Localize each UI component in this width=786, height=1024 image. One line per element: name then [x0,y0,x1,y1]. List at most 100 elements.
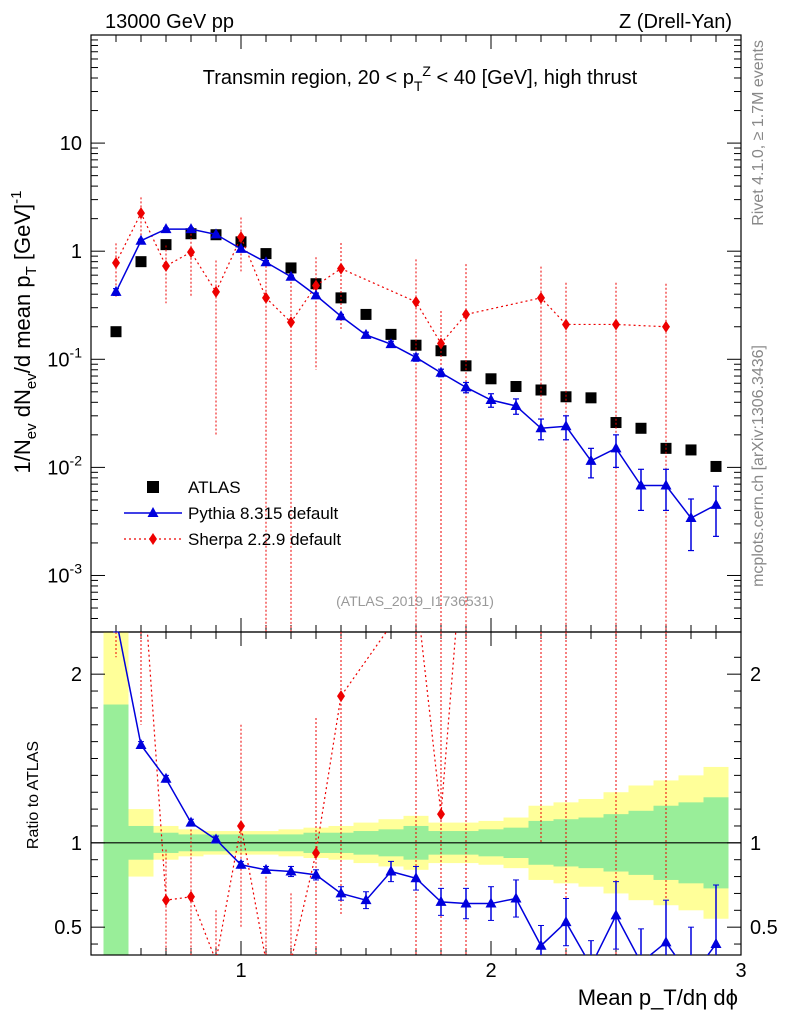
pythia-point [285,270,297,281]
y-tick-label: 10-1 [47,344,82,371]
atlas-point [135,256,147,268]
pythia-ratio-point [260,863,272,874]
sherpa-point [337,262,345,275]
pythia-point [460,381,472,392]
sherpa-point [112,256,120,269]
pythia-point [685,512,697,523]
x-tick-label: 3 [735,960,746,982]
pythia-ratio-point [335,887,347,898]
y-tick-label: 10-3 [47,560,82,587]
pythia-point [135,234,147,245]
pythia-ratio-point [385,865,397,876]
pythia-point [185,223,197,234]
pythia-point [535,422,547,433]
pythia-ratio-point [710,938,722,949]
pythia-point [510,399,522,410]
atlas-point [435,345,447,357]
ratio-tick-label-left: 1 [71,833,82,855]
energy-label: 13000 GeV pp [105,11,234,33]
atlas-point [110,326,122,338]
atlas-point [510,381,522,393]
sherpa-point [562,318,570,331]
y-tick-label: 1 [71,241,82,263]
sherpa-series-line [115,211,667,345]
chart-title: Transmin region, 20 < pTZ < 40 [GeV], hi… [203,63,638,94]
atlas-point [710,460,722,472]
pythia-point [210,228,222,239]
sherpa-point [262,291,270,304]
pythia-ratio-point [310,868,322,879]
ratio-tick-label-left: 2 [71,664,82,686]
atlas-point [485,373,497,385]
ratio-tick-label-right: 1 [750,833,761,855]
pythia-ratio-point [135,739,147,750]
pythia-ratio-point [410,872,422,883]
pythia-point [360,328,372,339]
y-tick-label: 10 [60,133,82,155]
pythia-point [410,351,422,362]
pythia-point [610,442,622,453]
sherpa-ratio-point [437,808,445,821]
pythia-ratio-point [210,833,222,844]
atlas-point [360,308,372,320]
pythia-point [260,256,272,267]
pythia-point [160,223,172,234]
pythia-point [635,479,647,490]
pythia-ratio-point [510,892,522,903]
y-axis-title: 1/Nev dNev/d mean pT [GeV]-1 [8,191,40,474]
pythia-ratio-point [360,894,372,905]
ratio-tick-label-right: 0.5 [750,917,778,939]
atlas-point [160,239,172,251]
uncertainty-band-inner [103,704,129,955]
ratio-panel: 1 2 30.5 0.51 12 2 [54,631,778,982]
sherpa-point [437,337,445,350]
pythia-point [310,289,322,300]
atlas-point [635,422,647,434]
legend-label: Sherpa 2.2.9 default [188,530,341,549]
sherpa-point [137,207,145,220]
analysis-label: (ATLAS_2019_I1736531) [336,593,494,609]
sherpa-point [662,320,670,333]
pythia-ratio-point [660,936,672,947]
atlas-point [585,392,597,404]
pythia-point [435,366,447,377]
atlas-point [335,292,347,304]
pythia-point [385,338,397,349]
legend-sherpa-marker [149,533,157,545]
legend: ATLAS Pythia 8.315 default Sherpa 2.2.9 de… [124,478,341,549]
pythia-point [660,479,672,490]
x-tick-label: 2 [485,960,496,982]
legend-pythia-marker [147,507,159,517]
atlas-point [385,328,397,340]
ratio-tick-label-left: 0.5 [54,917,82,939]
pythia-ratio-point [160,772,172,783]
sherpa-point [612,318,620,331]
pythia-ratio-point [535,939,547,950]
legend-atlas-marker [147,481,159,493]
sherpa-ratio-point [312,846,320,859]
pythia-ratio-point [610,909,622,920]
atlas-point [535,384,547,396]
x-tick-label: 1 [235,960,246,982]
x-axis-title: Mean p_T/dη dϕ [578,985,738,1010]
pythia-ratio-point [560,916,572,927]
pythia-ratio-point [435,895,447,906]
atlas-point [610,417,622,429]
ratio-tick-label-right: 2 [750,664,761,686]
legend-label: ATLAS [188,478,241,497]
sherpa-point [312,279,320,292]
pythia-ratio-point [185,816,197,827]
pythia-ratio-point [235,858,247,869]
sherpa-ratio-point [187,890,195,903]
pythia-ratio-point [485,897,497,908]
sherpa-point [537,291,545,304]
sherpa-point [462,308,470,321]
ratio-axis-title: Ratio to ATLAS [25,741,42,849]
atlas-point [685,444,697,456]
sherpa-point [187,246,195,259]
main-panel: 10-3 10-2 10-1 1 10 [47,34,742,955]
sherpa-point [287,316,295,329]
process-label: Z (Drell-Yan) [619,11,732,33]
sherpa-point [162,259,170,272]
